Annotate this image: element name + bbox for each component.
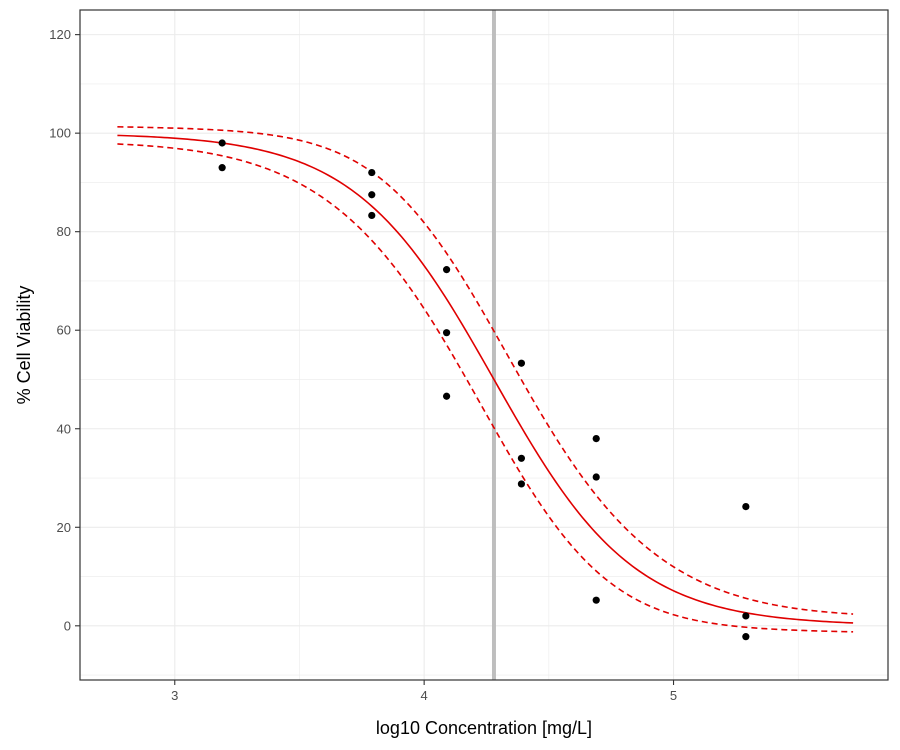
y-tick-label: 40 bbox=[57, 421, 71, 436]
x-tick-label: 5 bbox=[670, 688, 677, 703]
y-tick-label: 100 bbox=[49, 126, 71, 141]
y-tick-label: 60 bbox=[57, 323, 71, 338]
x-tick-label: 3 bbox=[171, 688, 178, 703]
data-point bbox=[592, 435, 600, 443]
y-tick-label: 80 bbox=[57, 224, 71, 239]
data-point bbox=[742, 502, 750, 511]
data-point bbox=[517, 480, 526, 488]
data-points-layer bbox=[218, 139, 750, 641]
data-point bbox=[742, 612, 750, 620]
y-axis-ticks: 0 20 40 60 80 100 120 bbox=[49, 27, 80, 633]
data-point bbox=[742, 633, 750, 641]
data-point bbox=[368, 191, 376, 199]
data-point bbox=[517, 454, 526, 462]
lower-confidence-band bbox=[117, 143, 854, 633]
data-point bbox=[592, 473, 600, 481]
data-point bbox=[218, 164, 226, 172]
fitted-curve bbox=[117, 134, 854, 624]
data-point bbox=[442, 392, 451, 400]
data-point bbox=[442, 329, 451, 337]
minor-gridlines bbox=[80, 10, 888, 680]
x-axis-title: log10 Concentration [mg/L] bbox=[376, 718, 592, 738]
data-point bbox=[368, 168, 376, 177]
y-axis-title: % Cell Viability bbox=[14, 286, 34, 405]
fit-curve-layer bbox=[117, 126, 854, 633]
panel-border bbox=[79, 9, 889, 681]
y-tick-label: 20 bbox=[57, 520, 71, 535]
y-tick-label: 0 bbox=[64, 618, 71, 633]
data-point bbox=[592, 596, 600, 604]
major-gridlines bbox=[80, 10, 888, 680]
upper-confidence-band bbox=[117, 126, 854, 615]
data-point bbox=[442, 266, 451, 274]
y-tick-label: 120 bbox=[49, 27, 71, 42]
x-axis-ticks: 3 4 5 bbox=[171, 680, 677, 703]
data-point bbox=[517, 359, 526, 367]
data-point bbox=[368, 211, 376, 220]
data-point bbox=[218, 139, 226, 147]
x-tick-label: 4 bbox=[421, 688, 428, 703]
